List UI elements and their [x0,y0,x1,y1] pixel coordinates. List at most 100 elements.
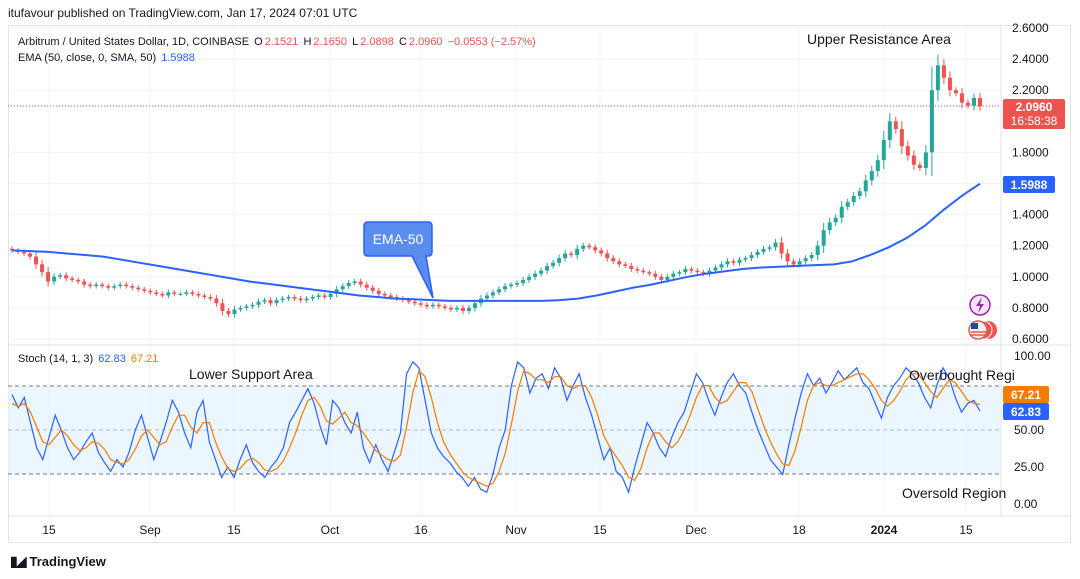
candle-body [316,295,321,298]
ema-value: 1.5988 [161,52,195,64]
candle-body [749,255,754,259]
candle-body [971,97,976,106]
candle-body [424,304,429,307]
candle-body [899,129,904,147]
time-tick-label: 2024 [871,523,898,537]
candle-body [448,307,453,310]
candle-body [160,293,165,296]
candle-body [737,259,742,263]
candle-body [665,276,670,280]
candle-body [274,300,279,304]
candle-body [112,286,117,288]
candle-body [262,300,267,302]
candle-body [671,273,676,277]
time-tick-label: 15 [959,523,973,537]
candle-body [575,248,580,256]
countdown-value: 16:58:38 [1011,114,1058,128]
candle-body [713,267,718,271]
candle-body [28,253,33,257]
candle-body [418,303,423,305]
candle-body [382,293,387,296]
candle-body [653,273,658,277]
candles [10,54,982,318]
candle-body [286,297,291,299]
candle-body [773,242,778,248]
candle-body [815,245,820,256]
price-tick-label: 1.8000 [1012,145,1049,159]
stoch-legend[interactable]: Stoch (14, 1, 3) 62.83 67.21 [18,353,160,365]
axis-labels: 2.60002.40002.20001.80001.60001.40001.20… [1012,21,1051,511]
high-label: H [303,36,312,48]
candle-body [785,253,790,262]
candle-body [551,262,556,266]
candle-body [136,287,141,290]
candle-body [490,292,495,296]
candle-body [166,292,171,296]
candle-body [154,292,159,294]
candle-body [905,146,910,156]
candle-body [94,284,99,287]
candle-body [304,298,309,301]
candle-body [797,261,802,265]
candle-body [172,292,177,294]
candle-body [803,258,808,262]
candle-body [545,265,550,271]
stoch-d-value: 67.21 [1011,388,1041,402]
candle-body [340,286,345,290]
ema-legend[interactable]: EMA (50, close, 0, SMA, 50) 1.5988 [18,52,197,64]
price-tick-label: 1.4000 [1012,208,1049,222]
candle-body [178,293,183,295]
oversold-label: Oversold Region [902,485,1006,501]
tradingview-brand-text: TradingView [29,554,106,569]
candle-body [809,255,814,259]
candle-body [851,195,856,203]
tradingview-brand[interactable]: ▮◢ TradingView [10,553,106,570]
time-tick-label: 16 [414,523,428,537]
flag-icon[interactable] [968,320,997,340]
symbol-legend[interactable]: Arbitrum / United States Dollar, 1D, COI… [18,36,538,48]
low-label: L [352,36,359,48]
candle-body [623,264,628,266]
stoch-k-line [11,360,981,495]
candle-body [52,276,57,282]
candle-body [965,102,970,106]
chart-frame [8,25,1071,543]
candle-body [881,139,886,161]
candle-body [232,309,237,315]
candle-body [298,298,303,301]
candle-body [196,293,201,296]
candle-body [515,283,520,285]
candle-body [292,297,297,299]
candle-body [310,297,315,299]
candle-body [521,279,526,284]
candle-body [466,307,471,312]
candle-body [683,269,688,273]
candle-body [100,284,105,287]
candle-body [76,279,81,282]
candle-body [539,270,544,274]
overbought-label: Overbought Regi [909,367,1015,383]
candle-body [677,272,682,274]
candle-body [557,258,562,263]
candle-body [130,286,135,288]
candle-body [58,275,63,277]
candle-body [887,121,892,140]
candle-body [629,265,634,270]
price-tick-label: 0.8000 [1012,301,1049,315]
candle-body [509,284,514,287]
candle-body [497,289,502,293]
candle-body [731,261,736,263]
candle-body [533,273,538,277]
candle-body [689,269,694,271]
high-value: 2.1650 [313,36,348,48]
candle-body [430,304,435,307]
candle-body [436,304,441,307]
lightning-icon[interactable] [969,294,991,316]
lower-support-label: Lower Support Area [189,366,313,382]
candle-body [82,281,87,285]
stoch-k-value: 62.83 [1011,405,1041,419]
ema-callout: EMA-50 [363,221,434,299]
time-labels: 15 Sep 15 Oct 16 Nov 15 Dec 18 2024 15 [42,523,973,537]
candle-body [226,311,231,315]
